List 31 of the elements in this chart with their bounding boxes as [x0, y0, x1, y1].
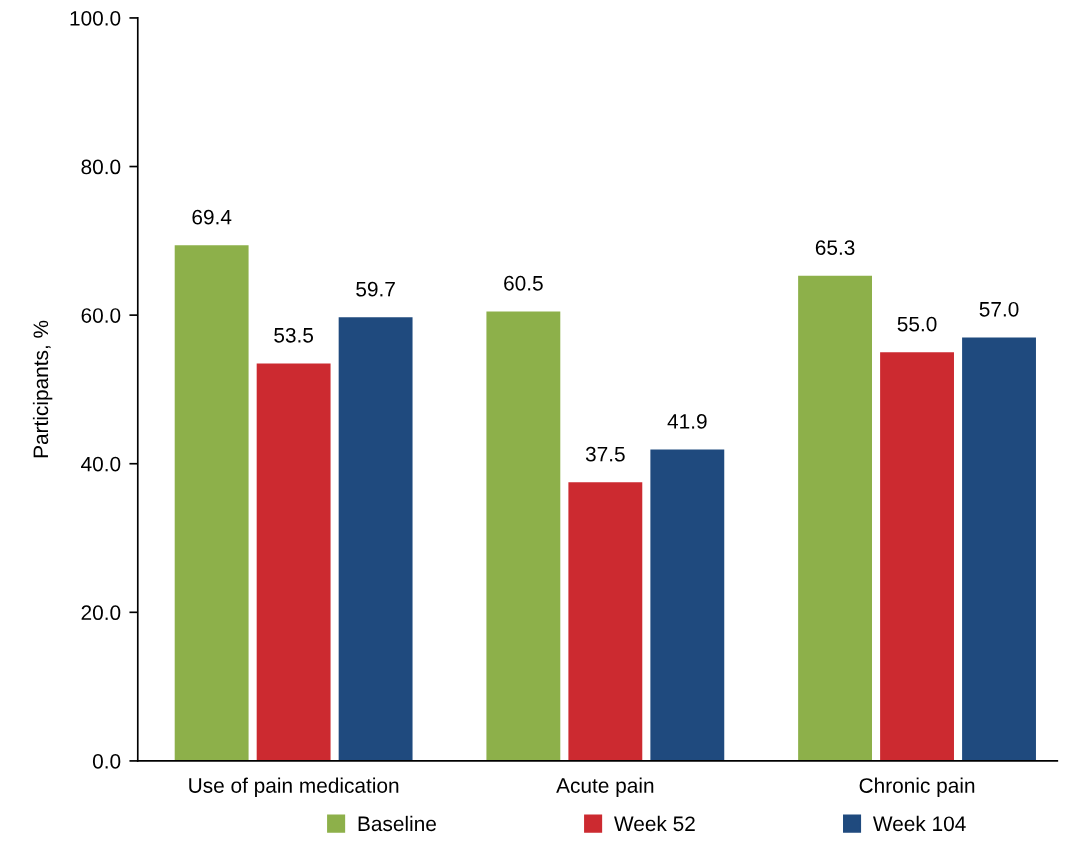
- bar: [256, 363, 331, 761]
- data-label: 55.0: [897, 316, 937, 332]
- bar: [568, 482, 643, 761]
- bar: [650, 449, 725, 761]
- bar: [798, 275, 873, 761]
- bar: [338, 317, 413, 761]
- data-label: 69.4: [192, 209, 232, 225]
- data-label: 65.3: [815, 240, 855, 255]
- y-tick-label: 40.0: [81, 456, 121, 472]
- y-tick-label: 80.0: [81, 159, 121, 175]
- y-tick-label: 20.0: [81, 605, 121, 621]
- x-tick-label: Chronic pain: [859, 777, 975, 797]
- data-label: 41.9: [667, 414, 707, 429]
- bar: [486, 311, 561, 761]
- data-label: 53.5: [274, 327, 314, 343]
- legend-label: Week 52: [614, 815, 695, 832]
- data-label: 57.0: [979, 301, 1019, 317]
- bar: [880, 352, 954, 761]
- x-tick-label: Use of pain medication: [189, 777, 399, 797]
- bar: [962, 337, 1036, 761]
- y-tick-label: 60.0: [81, 308, 121, 323]
- x-tick-label: Acute pain: [556, 777, 654, 797]
- y-tick-label: 100.0: [70, 10, 121, 26]
- data-label: 59.7: [356, 281, 395, 297]
- y-axis-title: Participants, %: [32, 320, 53, 458]
- y-tick-label: 0.0: [92, 753, 121, 769]
- data-label: 60.5: [504, 275, 543, 291]
- legend-label: Baseline: [358, 815, 436, 832]
- data-label: 37.5: [585, 446, 625, 462]
- bar: [174, 245, 249, 761]
- legend-label: Week 104: [872, 815, 966, 832]
